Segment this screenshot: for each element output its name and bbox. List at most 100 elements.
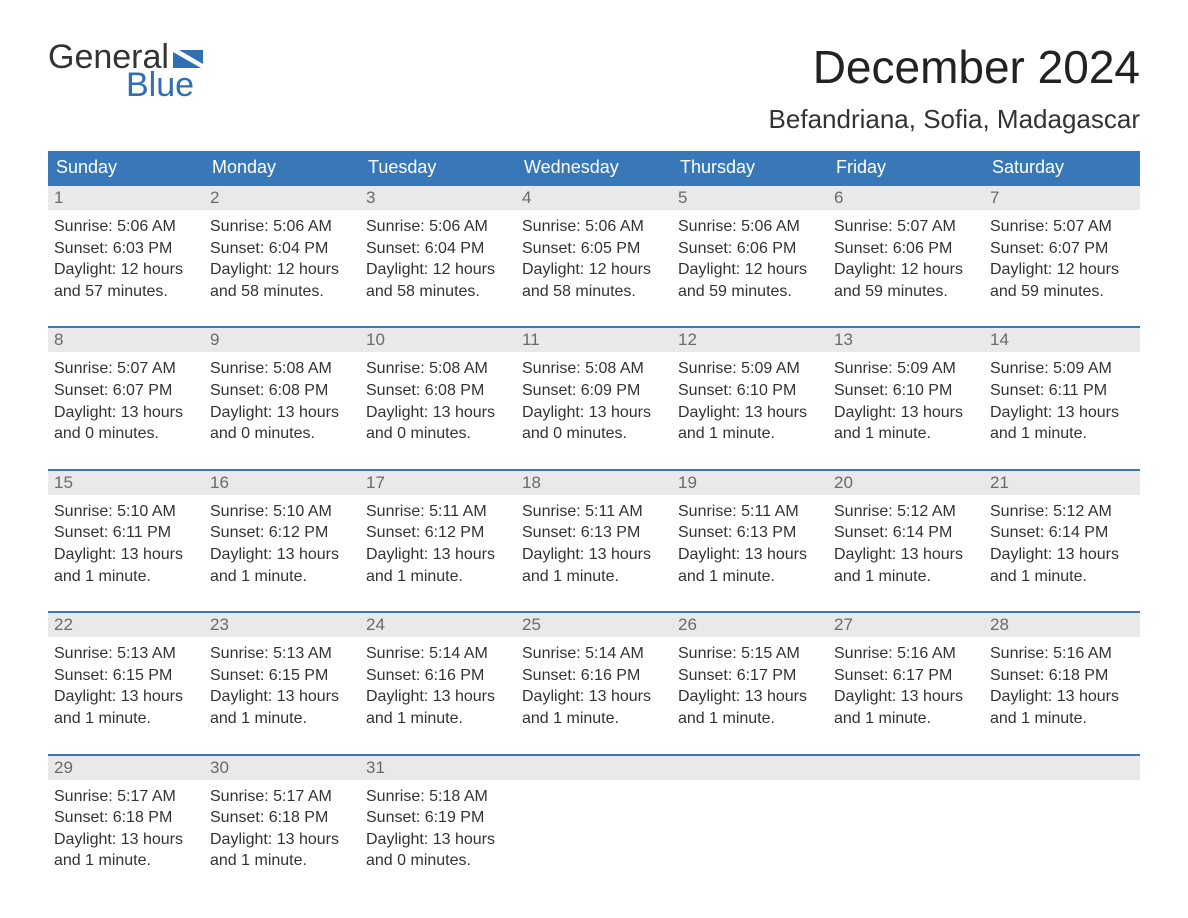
day-data-row: Sunrise: 5:06 AMSunset: 6:03 PMDaylight:… xyxy=(48,210,1140,308)
month-title: December 2024 xyxy=(769,40,1140,94)
daylight-line2: and 1 minute. xyxy=(54,850,198,872)
day-cell: Sunrise: 5:09 AMSunset: 6:11 PMDaylight:… xyxy=(984,352,1140,450)
day-number: 9 xyxy=(204,328,360,352)
daylight-line2: and 0 minutes. xyxy=(210,423,354,445)
daylight-line2: and 59 minutes. xyxy=(834,281,978,303)
daylight-line2: and 1 minute. xyxy=(678,566,822,588)
daylight-line1: Daylight: 13 hours xyxy=(834,544,978,566)
day-number: 21 xyxy=(984,471,1140,495)
calendar: Sunday Monday Tuesday Wednesday Thursday… xyxy=(48,151,1140,878)
day-cell: Sunrise: 5:17 AMSunset: 6:18 PMDaylight:… xyxy=(48,780,204,878)
daylight-line2: and 0 minutes. xyxy=(54,423,198,445)
sunrise-text: Sunrise: 5:06 AM xyxy=(366,216,510,238)
sunrise-text: Sunrise: 5:07 AM xyxy=(54,358,198,380)
sunrise-text: Sunrise: 5:12 AM xyxy=(990,501,1134,523)
weekday-sunday: Sunday xyxy=(48,151,204,184)
day-number: 24 xyxy=(360,613,516,637)
daylight-line2: and 58 minutes. xyxy=(366,281,510,303)
sunrise-text: Sunrise: 5:08 AM xyxy=(210,358,354,380)
day-cell: Sunrise: 5:06 AMSunset: 6:04 PMDaylight:… xyxy=(204,210,360,308)
day-number: 2 xyxy=(204,186,360,210)
daylight-line1: Daylight: 13 hours xyxy=(366,402,510,424)
daylight-line1: Daylight: 13 hours xyxy=(522,686,666,708)
daylight-line2: and 1 minute. xyxy=(678,708,822,730)
sunset-text: Sunset: 6:18 PM xyxy=(210,807,354,829)
weeks-container: 1234567Sunrise: 5:06 AMSunset: 6:03 PMDa… xyxy=(48,184,1140,878)
daylight-line2: and 1 minute. xyxy=(990,423,1134,445)
day-number-row: 1234567 xyxy=(48,186,1140,210)
day-number: 14 xyxy=(984,328,1140,352)
sunrise-text: Sunrise: 5:08 AM xyxy=(522,358,666,380)
sunset-text: Sunset: 6:06 PM xyxy=(678,238,822,260)
sunrise-text: Sunrise: 5:11 AM xyxy=(678,501,822,523)
day-cell xyxy=(984,780,1140,878)
weekday-saturday: Saturday xyxy=(984,151,1140,184)
day-number: 11 xyxy=(516,328,672,352)
sunrise-text: Sunrise: 5:13 AM xyxy=(54,643,198,665)
day-cell: Sunrise: 5:06 AMSunset: 6:04 PMDaylight:… xyxy=(360,210,516,308)
sunset-text: Sunset: 6:03 PM xyxy=(54,238,198,260)
day-number: 5 xyxy=(672,186,828,210)
sunrise-text: Sunrise: 5:16 AM xyxy=(990,643,1134,665)
calendar-week: 22232425262728Sunrise: 5:13 AMSunset: 6:… xyxy=(48,611,1140,735)
sunrise-text: Sunrise: 5:10 AM xyxy=(54,501,198,523)
daylight-line1: Daylight: 13 hours xyxy=(366,686,510,708)
sunset-text: Sunset: 6:08 PM xyxy=(210,380,354,402)
daylight-line1: Daylight: 12 hours xyxy=(834,259,978,281)
daylight-line2: and 1 minute. xyxy=(366,708,510,730)
daylight-line2: and 0 minutes. xyxy=(366,423,510,445)
day-cell: Sunrise: 5:10 AMSunset: 6:11 PMDaylight:… xyxy=(48,495,204,593)
day-cell: Sunrise: 5:11 AMSunset: 6:13 PMDaylight:… xyxy=(672,495,828,593)
location-text: Befandriana, Sofia, Madagascar xyxy=(769,104,1140,135)
day-number xyxy=(672,756,828,780)
daylight-line1: Daylight: 13 hours xyxy=(54,544,198,566)
daylight-line2: and 1 minute. xyxy=(990,708,1134,730)
daylight-line1: Daylight: 13 hours xyxy=(210,544,354,566)
sunrise-text: Sunrise: 5:16 AM xyxy=(834,643,978,665)
day-cell: Sunrise: 5:14 AMSunset: 6:16 PMDaylight:… xyxy=(516,637,672,735)
weekday-header-row: Sunday Monday Tuesday Wednesday Thursday… xyxy=(48,151,1140,184)
sunset-text: Sunset: 6:16 PM xyxy=(522,665,666,687)
sunset-text: Sunset: 6:08 PM xyxy=(366,380,510,402)
daylight-line1: Daylight: 13 hours xyxy=(678,544,822,566)
daylight-line2: and 1 minute. xyxy=(834,423,978,445)
daylight-line2: and 1 minute. xyxy=(522,708,666,730)
weekday-monday: Monday xyxy=(204,151,360,184)
sunset-text: Sunset: 6:11 PM xyxy=(990,380,1134,402)
day-data-row: Sunrise: 5:17 AMSunset: 6:18 PMDaylight:… xyxy=(48,780,1140,878)
sunrise-text: Sunrise: 5:09 AM xyxy=(678,358,822,380)
calendar-week: 1234567Sunrise: 5:06 AMSunset: 6:03 PMDa… xyxy=(48,184,1140,308)
daylight-line2: and 1 minute. xyxy=(990,566,1134,588)
day-number-row: 293031 xyxy=(48,756,1140,780)
day-number-row: 15161718192021 xyxy=(48,471,1140,495)
daylight-line1: Daylight: 13 hours xyxy=(834,686,978,708)
sunrise-text: Sunrise: 5:11 AM xyxy=(522,501,666,523)
day-number xyxy=(828,756,984,780)
day-number: 4 xyxy=(516,186,672,210)
sunset-text: Sunset: 6:14 PM xyxy=(990,522,1134,544)
day-cell xyxy=(516,780,672,878)
daylight-line2: and 0 minutes. xyxy=(522,423,666,445)
day-cell: Sunrise: 5:10 AMSunset: 6:12 PMDaylight:… xyxy=(204,495,360,593)
sunset-text: Sunset: 6:17 PM xyxy=(678,665,822,687)
sunset-text: Sunset: 6:11 PM xyxy=(54,522,198,544)
sunrise-text: Sunrise: 5:12 AM xyxy=(834,501,978,523)
sunrise-text: Sunrise: 5:06 AM xyxy=(54,216,198,238)
sunrise-text: Sunrise: 5:06 AM xyxy=(522,216,666,238)
day-number: 28 xyxy=(984,613,1140,637)
calendar-week: 15161718192021Sunrise: 5:10 AMSunset: 6:… xyxy=(48,469,1140,593)
day-number xyxy=(984,756,1140,780)
day-number: 16 xyxy=(204,471,360,495)
day-cell xyxy=(828,780,984,878)
sunset-text: Sunset: 6:17 PM xyxy=(834,665,978,687)
day-number: 27 xyxy=(828,613,984,637)
day-cell: Sunrise: 5:11 AMSunset: 6:12 PMDaylight:… xyxy=(360,495,516,593)
daylight-line1: Daylight: 13 hours xyxy=(210,829,354,851)
sunset-text: Sunset: 6:09 PM xyxy=(522,380,666,402)
sunset-text: Sunset: 6:18 PM xyxy=(54,807,198,829)
daylight-line2: and 58 minutes. xyxy=(522,281,666,303)
day-number: 18 xyxy=(516,471,672,495)
logo-text-blue: Blue xyxy=(126,68,207,102)
daylight-line1: Daylight: 13 hours xyxy=(54,686,198,708)
day-data-row: Sunrise: 5:13 AMSunset: 6:15 PMDaylight:… xyxy=(48,637,1140,735)
